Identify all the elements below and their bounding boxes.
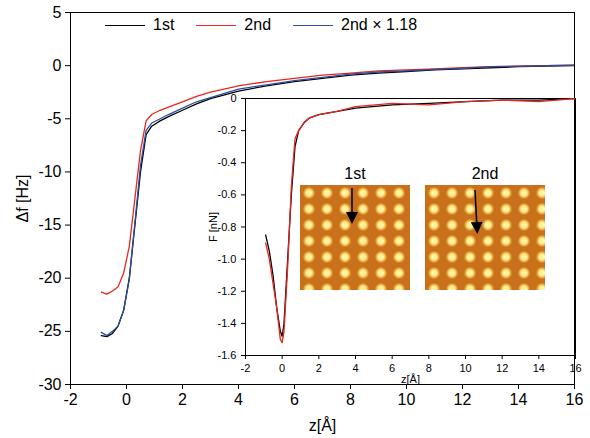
svg-text:-30: -30 — [38, 376, 61, 393]
svg-text:16: 16 — [569, 362, 581, 374]
svg-text:16: 16 — [566, 391, 584, 408]
svg-text:-10: -10 — [38, 163, 61, 180]
svg-text:8: 8 — [426, 362, 432, 374]
svg-text:Δf [Hz]: Δf [Hz] — [14, 174, 31, 222]
svg-text:-5: -5 — [47, 110, 61, 127]
svg-text:12: 12 — [454, 391, 472, 408]
svg-text:0: 0 — [122, 391, 131, 408]
svg-text:-0.6: -0.6 — [218, 188, 237, 200]
svg-text:0: 0 — [279, 362, 285, 374]
svg-text:5: 5 — [53, 4, 62, 21]
html-text:1st: 1st — [153, 16, 175, 33]
svg-text:12: 12 — [496, 362, 508, 374]
svg-text:4: 4 — [352, 362, 358, 374]
html-text:1st: 1st — [344, 165, 366, 182]
svg-text:-1.4: -1.4 — [218, 317, 237, 329]
html-text:2nd: 2nd — [244, 16, 271, 33]
svg-text:-2: -2 — [241, 362, 251, 374]
svg-text:14: 14 — [510, 391, 528, 408]
svg-text:10: 10 — [398, 391, 416, 408]
svg-text:-15: -15 — [38, 216, 61, 233]
svg-text:4: 4 — [234, 391, 243, 408]
svg-text:10: 10 — [459, 362, 471, 374]
svg-text:2: 2 — [316, 362, 322, 374]
svg-text:-0.2: -0.2 — [218, 124, 237, 136]
svg-text:8: 8 — [346, 391, 355, 408]
svg-text:-2: -2 — [63, 391, 77, 408]
svg-text:6: 6 — [290, 391, 299, 408]
svg-text:z[Å]: z[Å] — [401, 373, 420, 385]
svg-text:-25: -25 — [38, 322, 61, 339]
svg-text:-1.2: -1.2 — [218, 285, 237, 297]
svg-text:-1.0: -1.0 — [218, 253, 237, 265]
svg-text:F [nN]: F [nN] — [207, 212, 219, 242]
svg-text:0: 0 — [230, 92, 236, 104]
html-text:2nd × 1.18: 2nd × 1.18 — [341, 16, 418, 33]
html-text:2nd: 2nd — [471, 165, 499, 182]
svg-text:14: 14 — [533, 362, 545, 374]
svg-text:0: 0 — [53, 57, 62, 74]
svg-text:-0.8: -0.8 — [218, 221, 237, 233]
svg-text:2: 2 — [178, 391, 187, 408]
svg-text:-0.4: -0.4 — [218, 156, 237, 168]
svg-text:z[Å]: z[Å] — [309, 416, 337, 434]
svg-text:-1.6: -1.6 — [218, 349, 237, 361]
svg-text:6: 6 — [389, 362, 395, 374]
svg-text:-20: -20 — [38, 269, 61, 286]
